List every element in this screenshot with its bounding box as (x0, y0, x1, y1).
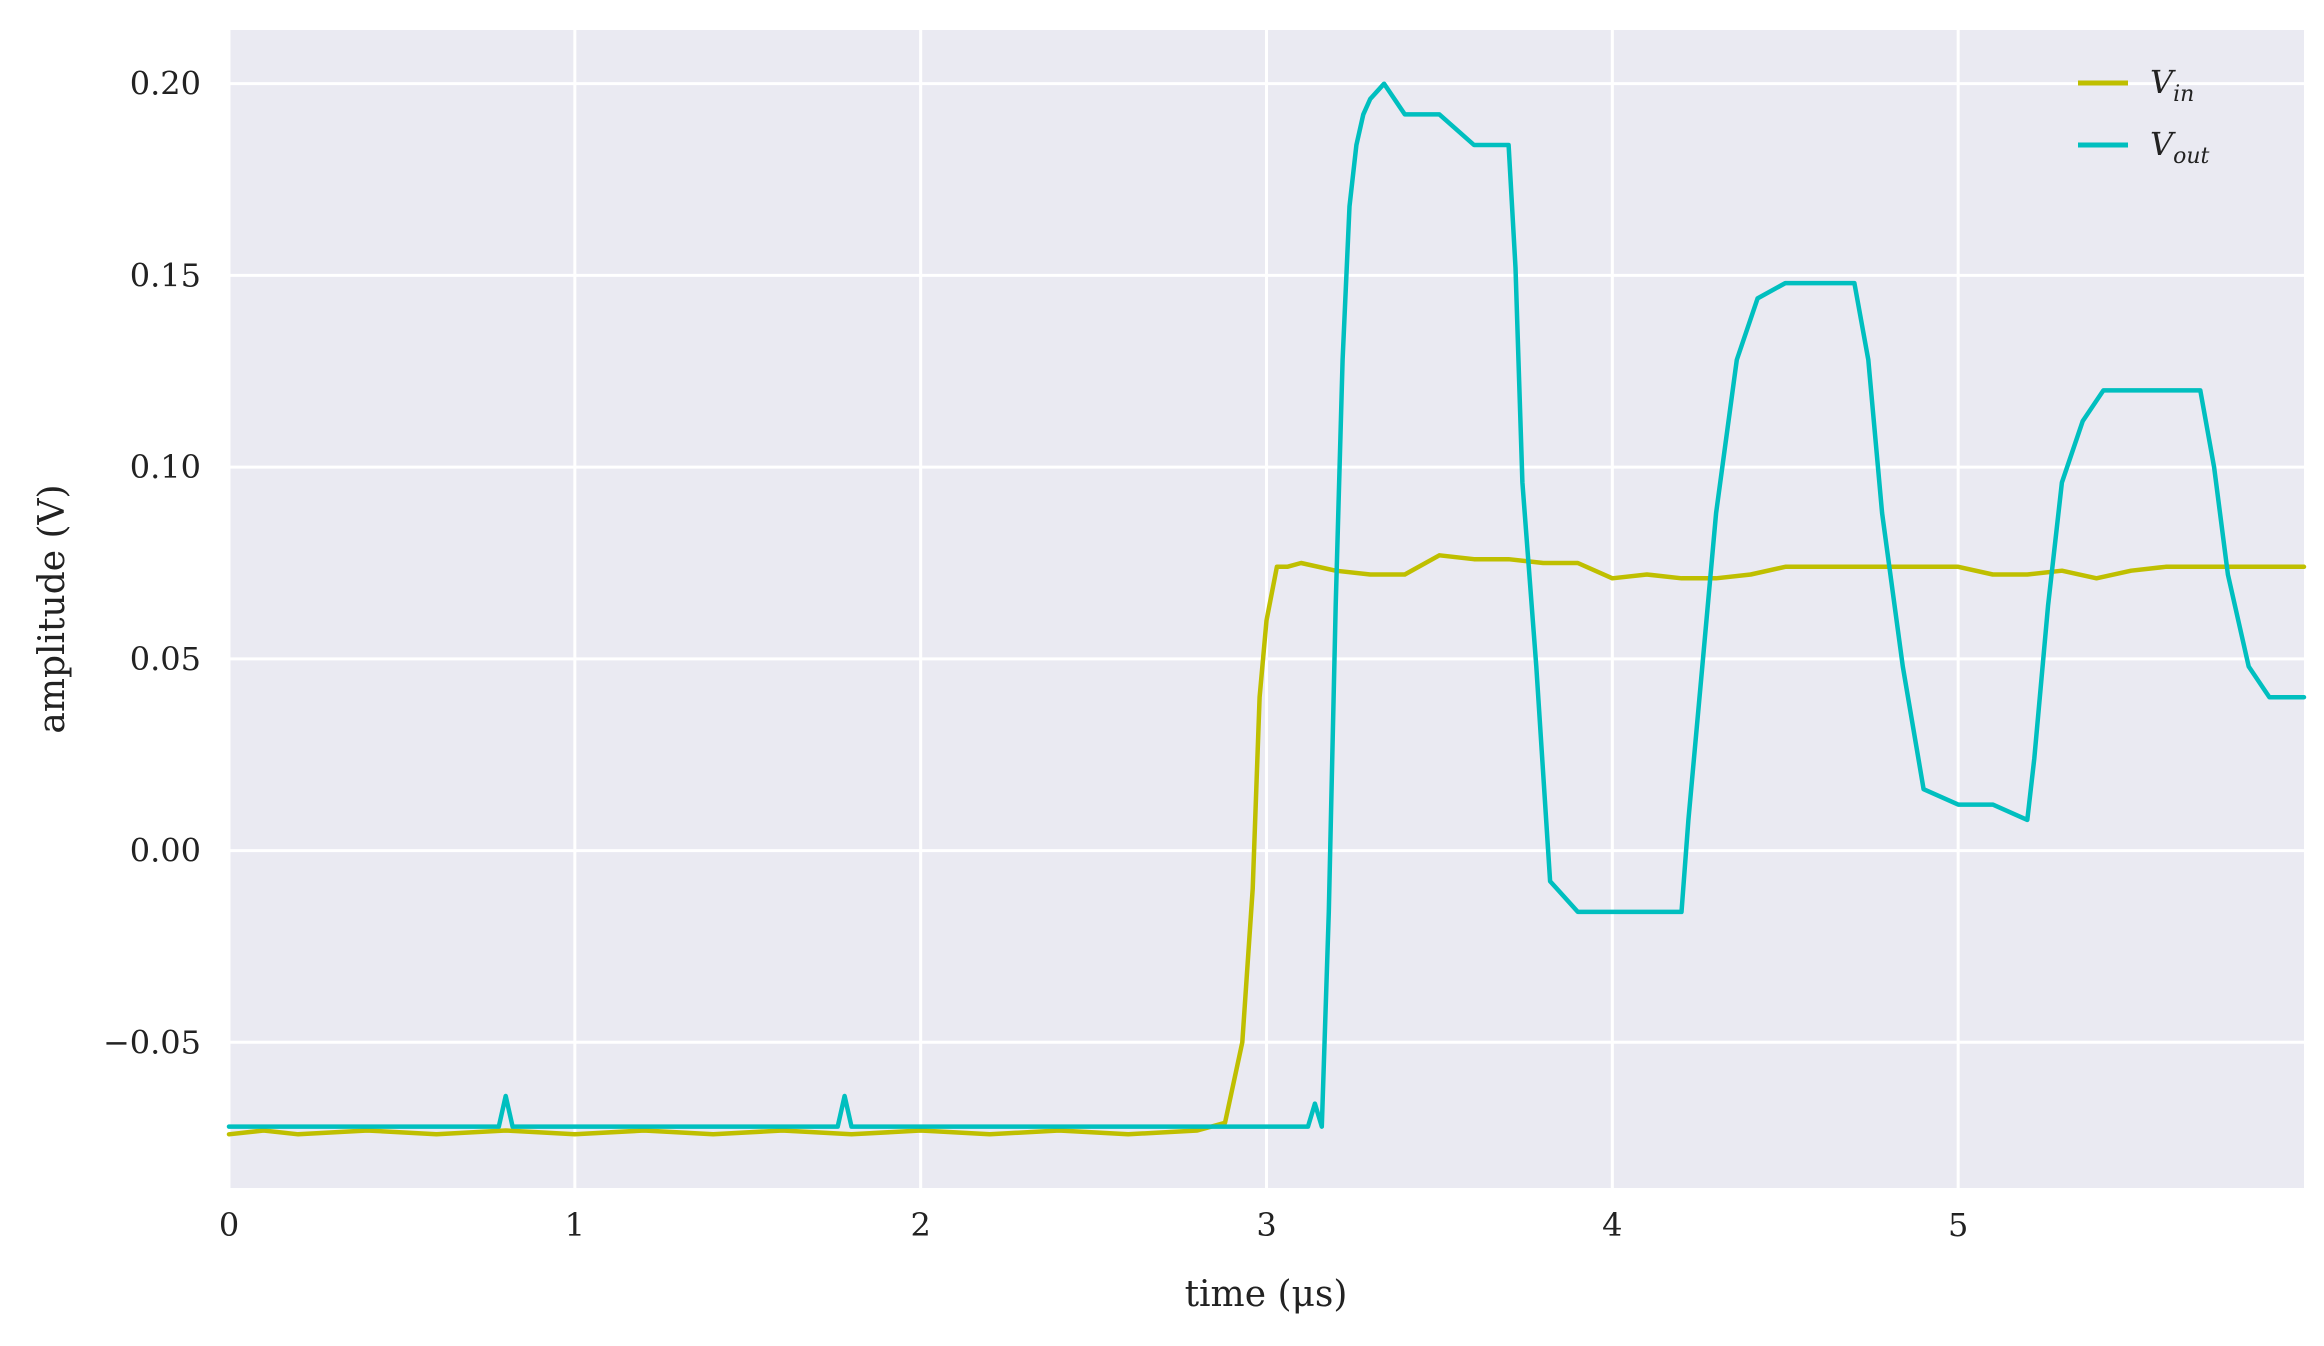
legend-label-in: Vin (2150, 63, 2194, 107)
y-tick-label: 0.10 (130, 448, 201, 486)
x-tick-labels: 0 1 2 3 4 5 (219, 1206, 1969, 1244)
series-line-out (226, 81, 2307, 1129)
y-tick-labels: 0.20 0.15 0.10 0.05 0.00 −0.05 (103, 65, 201, 1062)
y-tick-label: −0.05 (103, 1023, 201, 1061)
x-axis-label: time (μs) (1185, 1274, 1348, 1315)
x-tick-label: 5 (1948, 1206, 1968, 1244)
y-tick-label: 0.05 (130, 640, 201, 678)
legend-label-out: Vout (2150, 125, 2210, 169)
series-line-in (226, 553, 2307, 1137)
legend-label-main: V (2150, 125, 2176, 163)
x-tick-label: 3 (1256, 1206, 1276, 1244)
x-tick-label: 2 (910, 1206, 930, 1244)
y-tick-label: 0.00 (130, 832, 201, 870)
y-axis-label: amplitude (V) (32, 484, 73, 733)
y-tick-label: 0.15 (130, 256, 201, 294)
legend-label-main: V (2150, 63, 2176, 101)
legend-label-subscript: in (2173, 82, 2194, 107)
x-tick-label: 1 (565, 1206, 585, 1244)
series-layer (226, 81, 2307, 1137)
y-tick-label: 0.20 (130, 65, 201, 103)
grid (227, 30, 2304, 1188)
x-tick-label: 4 (1602, 1206, 1622, 1244)
x-tick-label: 0 (219, 1206, 239, 1244)
legend-label-subscript: out (2173, 144, 2209, 169)
